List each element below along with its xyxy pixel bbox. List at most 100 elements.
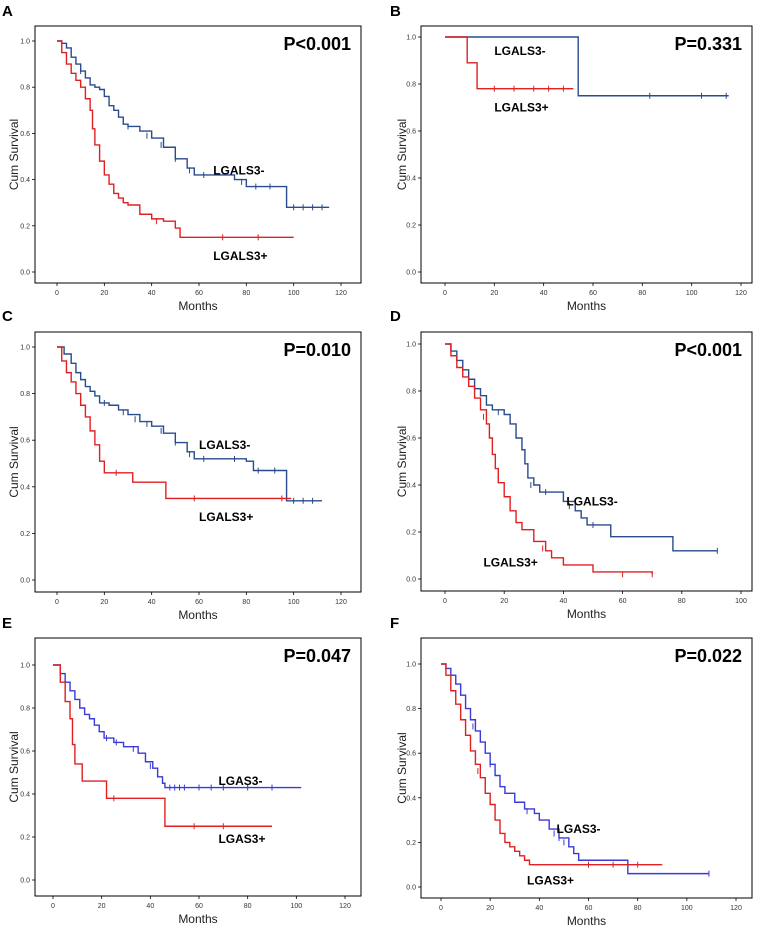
y-axis-title: Cum Survival: [7, 731, 21, 802]
y-tick-label: 1.0: [20, 345, 30, 352]
x-tick-label: 20: [100, 290, 108, 297]
series-label: LGALS3+: [494, 101, 548, 115]
x-tick-label: 100: [681, 905, 693, 912]
series-label: LGALS3-: [566, 494, 617, 508]
y-tick-label: 1.0: [406, 35, 416, 42]
y-tick-label: 0.6: [406, 436, 416, 443]
survival-curve-lgals3pos: [57, 346, 292, 500]
x-tick-label: 20: [100, 599, 108, 606]
x-tick-label: 40: [535, 905, 543, 912]
x-axis-title: Months: [178, 608, 217, 622]
p-value: P=0.022: [674, 646, 742, 666]
p-value: P=0.047: [283, 646, 351, 666]
series-label: LGALS3-: [199, 438, 250, 452]
survival-curve-lgals3pos: [57, 40, 294, 239]
y-axis-title: Cum Survival: [7, 426, 21, 497]
y-tick-label: 0.6: [20, 438, 30, 445]
y-tick-label: 0.6: [20, 749, 30, 756]
x-axis-title: Months: [567, 299, 606, 313]
x-tick-label: 60: [195, 599, 203, 606]
y-tick-label: 1.0: [406, 342, 416, 349]
series-label: LGAS3-: [557, 822, 601, 836]
panel-f: F 0 20 40 60 80 100 120 0.0 0.2 0.4 0.6 0.8 1.0 Months…: [390, 615, 753, 928]
x-axis-title: Months: [567, 914, 606, 928]
plot-frame: [420, 637, 753, 899]
x-tick-label: 0: [55, 599, 59, 606]
y-tick-label: 0.8: [20, 706, 30, 713]
y-tick-label: 0.4: [20, 484, 30, 491]
y-tick-label: 1.0: [406, 662, 416, 669]
series-label: LGAS3+: [218, 832, 265, 846]
y-tick-label: 1.0: [20, 663, 30, 670]
x-axis-title: Months: [178, 912, 217, 926]
y-tick-label: 0.4: [406, 176, 416, 183]
x-tick-label: 120: [335, 599, 347, 606]
x-tick-label: 100: [288, 290, 300, 297]
x-tick-label: 120: [735, 290, 747, 297]
p-value: P=0.331: [674, 34, 742, 54]
x-tick-label: 100: [288, 599, 300, 606]
x-tick-label: 80: [242, 290, 250, 297]
y-axis-title: Cum Survival: [395, 119, 409, 190]
panel-a: A 0 20 40 60 80 100 120 0.0 0.2 0.4 0.6 0.8 1.0 Months…: [2, 3, 362, 313]
x-tick-label: 0: [439, 905, 443, 912]
x-tick-label: 40: [560, 598, 568, 605]
y-tick-label: 0.8: [406, 82, 416, 89]
survival-curve-lgals3neg: [445, 36, 729, 97]
survival-curve-lgals3neg: [57, 346, 323, 502]
panel-letter: A: [2, 3, 13, 20]
y-axis-title: Cum Survival: [395, 426, 409, 497]
survival-curve-lgas3pos: [441, 663, 663, 866]
x-tick-label: 40: [540, 290, 548, 297]
p-value: P<0.001: [674, 340, 742, 360]
x-tick-label: 20: [486, 905, 494, 912]
y-tick-label: 1.0: [20, 39, 30, 46]
y-tick-label: 0.8: [20, 85, 30, 92]
panel-letter: C: [2, 308, 13, 325]
x-tick-label: 0: [51, 903, 55, 910]
y-tick-label: 0.2: [20, 835, 30, 842]
x-tick-label: 80: [242, 599, 250, 606]
y-tick-label: 0.4: [20, 177, 30, 184]
x-tick-label: 120: [730, 905, 742, 912]
y-axis-title: Cum Survival: [7, 119, 21, 190]
p-value: P=0.010: [283, 340, 351, 360]
x-tick-label: 40: [148, 599, 156, 606]
x-tick-label: 80: [638, 290, 646, 297]
series-label: LGALS3+: [483, 556, 537, 570]
panel-b: B 0 20 40 60 80 100 120 0.0 0.2 0.4 0.6 0.8 1.0 Months…: [390, 3, 753, 313]
survival-curve-lgas3pos: [53, 664, 272, 827]
panel-d: D 0 20 40 60 80 100 0.0 0.2 0.4 0.6 0.8 1.0 Months Cum…: [390, 308, 753, 621]
x-tick-label: 60: [195, 290, 203, 297]
survival-curve-lgas3neg: [53, 664, 302, 789]
y-tick-label: 0.2: [406, 223, 416, 230]
panel-e: E 0 20 40 60 80 100 120 0.0 0.2 0.4 0.6 0.8 1.0 Months…: [2, 615, 362, 926]
x-tick-label: 40: [148, 290, 156, 297]
x-tick-label: 0: [443, 598, 447, 605]
survival-curve-lgas3neg: [441, 663, 709, 875]
y-tick-label: 0.2: [406, 530, 416, 537]
plot-frame: [420, 25, 753, 284]
survival-curve-lgals3pos: [445, 343, 653, 575]
y-tick-label: 0.6: [406, 751, 416, 758]
y-tick-label: 0.8: [406, 706, 416, 713]
series-label: LGALS3-: [213, 163, 264, 177]
y-tick-label: 0.0: [20, 578, 30, 585]
x-axis-title: Months: [567, 607, 606, 621]
x-axis-title: Months: [178, 299, 217, 313]
x-tick-label: 20: [490, 290, 498, 297]
x-tick-label: 80: [244, 903, 252, 910]
panel-letter: E: [2, 615, 12, 632]
series-label: LGALS3+: [199, 510, 253, 524]
x-tick-label: 20: [98, 903, 106, 910]
y-tick-label: 0.4: [406, 795, 416, 802]
series-label: LGALS3+: [213, 249, 267, 263]
survival-curve-lgals3pos: [445, 36, 574, 90]
x-tick-label: 60: [619, 598, 627, 605]
y-tick-label: 0.0: [406, 885, 416, 892]
x-tick-label: 100: [686, 290, 698, 297]
plot-frame: [34, 637, 362, 897]
y-tick-label: 0.6: [20, 131, 30, 138]
x-tick-label: 80: [678, 598, 686, 605]
survival-curve-lgals3neg: [57, 40, 330, 209]
